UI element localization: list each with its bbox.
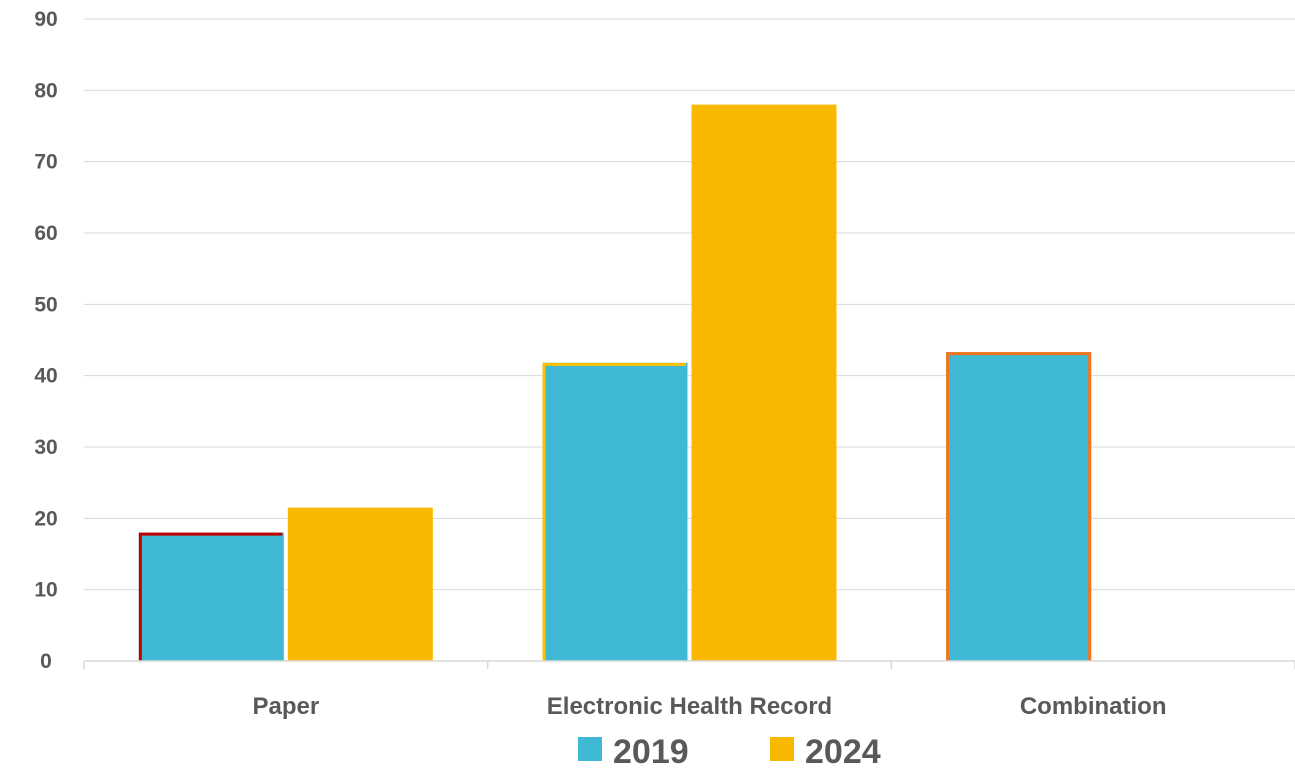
y-tick-label: 20: [34, 507, 57, 530]
bar-2024-0: [287, 507, 433, 661]
y-tick-label: 70: [34, 151, 57, 174]
x-category-label: Combination: [1020, 693, 1167, 720]
bar-outline-0: [138, 532, 283, 661]
bar-2019-1: [542, 362, 688, 661]
bar-outline-2: [946, 352, 1092, 661]
y-tick-label: 80: [34, 79, 57, 102]
legend: 2019 2024: [578, 733, 881, 771]
y-tick-label: 30: [34, 436, 57, 459]
y-tick-label: 0: [40, 650, 52, 673]
legend-swatch-2019: [578, 737, 602, 761]
y-tick-label: 90: [34, 8, 57, 31]
bar-2019-0: [138, 532, 284, 661]
x-category-label: Electronic Health Record: [547, 693, 832, 720]
bar-2019-2: [946, 352, 1092, 661]
gridlines: [84, 18, 1295, 591]
bars: [138, 104, 1092, 662]
bar-2024-1: [691, 104, 837, 662]
x-category-label: Paper: [252, 693, 319, 720]
y-tick-label: 40: [34, 365, 57, 388]
y-axis-ticks: 0 10 20 30 40 50 60 70 80 90: [34, 8, 57, 673]
x-axis-categories: Paper Electronic Health Record Combination: [252, 693, 1166, 720]
y-tick-label: 50: [34, 293, 57, 316]
legend-label-2019: 2019: [613, 733, 689, 771]
bar-outline-1: [542, 362, 686, 661]
y-tick-label: 10: [34, 579, 57, 602]
x-axis: [83, 660, 1295, 669]
legend-swatch-2024: [770, 737, 794, 761]
y-tick-label: 60: [34, 222, 57, 245]
legend-label-2024: 2024: [805, 733, 881, 771]
